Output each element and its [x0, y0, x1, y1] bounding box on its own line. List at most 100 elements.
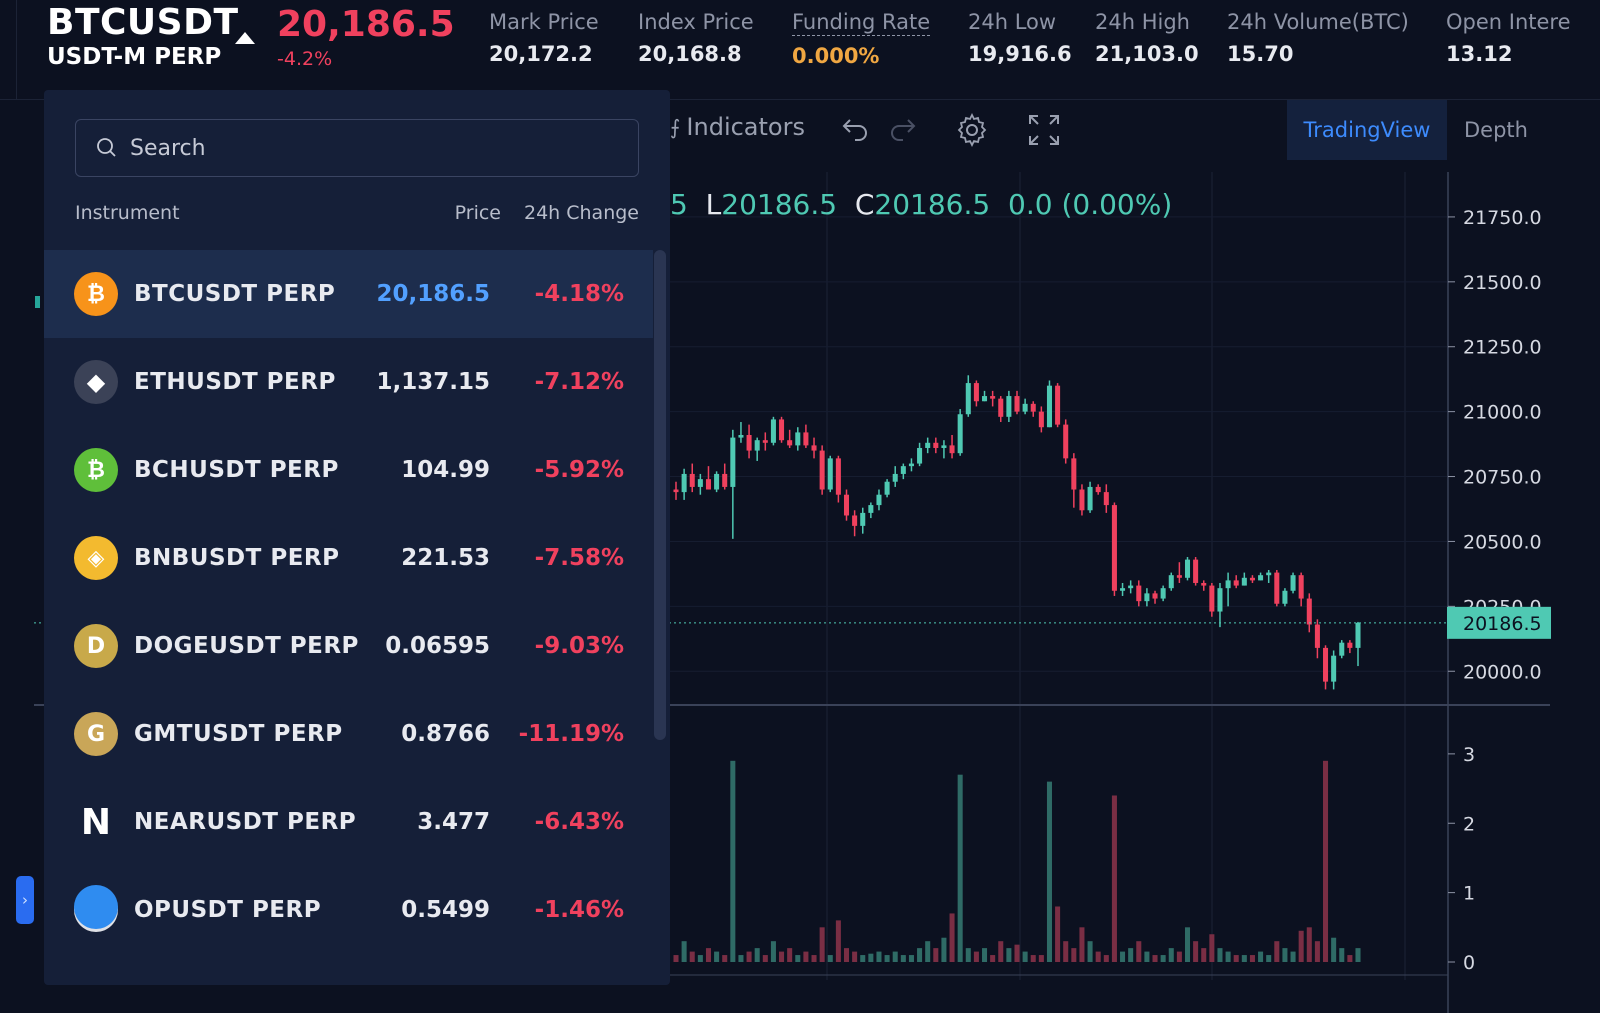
- volume-bar: [1136, 941, 1142, 962]
- instrument-change: -1.46%: [534, 897, 624, 923]
- stat-24h-high: 24h High 21,103.0: [1095, 10, 1199, 66]
- instrument-change: -6.43%: [534, 809, 624, 835]
- instrument-change: -4.18%: [534, 281, 624, 307]
- instrument-row[interactable]: N NEARUSDT PERP 3.477 -6.43%: [44, 778, 653, 866]
- instrument-change: -7.58%: [534, 545, 624, 571]
- volume-bar: [1314, 941, 1320, 962]
- chart-grid: [34, 172, 1550, 1013]
- expand-panel-button[interactable]: ›: [16, 876, 34, 924]
- volume-bar: [900, 955, 906, 962]
- tab-tradingview[interactable]: TradingView: [1287, 100, 1447, 160]
- tab-depth[interactable]: Depth: [1464, 118, 1528, 142]
- stat-label[interactable]: Funding Rate: [792, 10, 931, 36]
- instrument-name: OPUSDT PERP: [134, 897, 322, 923]
- col-price[interactable]: Price: [454, 202, 501, 224]
- stat-funding-rate[interactable]: Funding Rate 0.000%: [792, 10, 931, 68]
- volume-bar: [1233, 955, 1239, 962]
- volume-bar: [1006, 948, 1012, 962]
- volume-bar: [762, 955, 768, 962]
- instrument-row[interactable]: ₿ BCHUSDT PERP 104.99 -5.92%: [44, 426, 653, 514]
- ohlc-legend: 5 L20186.5 C20186.5 0.0 (0.00%): [670, 188, 1172, 221]
- stat-label: 24h Volume(BTC): [1227, 10, 1409, 34]
- ohlc-close-value: 20186.5: [874, 188, 991, 221]
- candle-body: [1160, 588, 1166, 599]
- stat-value: 19,916.6: [968, 42, 1072, 66]
- candle-body: [949, 445, 955, 454]
- candle-body: [730, 437, 736, 487]
- instrument-price: 221.53: [401, 545, 490, 571]
- ohlc-close-key: C: [854, 188, 875, 221]
- candle-body: [835, 458, 841, 495]
- settings-gear-icon[interactable]: [954, 112, 990, 148]
- stat-value: 20,168.8: [638, 42, 742, 66]
- candle-body: [1339, 642, 1345, 656]
- candle-body: [925, 442, 931, 448]
- ohlc-open-tail: 5: [670, 188, 688, 221]
- candle-body: [803, 432, 809, 446]
- scrollbar[interactable]: [654, 250, 666, 740]
- volume-bar: [827, 955, 833, 962]
- volume-bar: [1071, 948, 1077, 962]
- instrument-row[interactable]: ₿ BTCUSDT PERP 20,186.5 -4.18%: [44, 250, 653, 338]
- candle-body: [795, 432, 801, 446]
- instrument-change: -5.92%: [534, 457, 624, 483]
- col-24h-change[interactable]: 24h Change: [523, 202, 639, 224]
- stat-label: Open Intere: [1446, 10, 1571, 34]
- indicators-button[interactable]: ⨍ Indicators: [670, 113, 805, 141]
- candle-body: [1193, 559, 1199, 583]
- volume-bar: [982, 948, 988, 962]
- volume-bar: [1274, 941, 1280, 962]
- caret-up-icon[interactable]: [235, 32, 255, 44]
- search-input[interactable]: [130, 135, 610, 161]
- candle-body: [1144, 593, 1150, 602]
- volume-bar: [697, 955, 703, 962]
- candle-body: [1184, 559, 1191, 578]
- candle-body: [1258, 575, 1264, 581]
- list-header: Instrument Price 24h Change: [75, 202, 639, 232]
- col-instrument[interactable]: Instrument: [75, 202, 180, 224]
- candle-body: [868, 505, 874, 513]
- volume-bar: [819, 927, 825, 962]
- volume-bar: [933, 948, 939, 962]
- stat-index-price: Index Price 20,168.8: [638, 10, 754, 66]
- instrument-price: 1,137.15: [376, 369, 491, 395]
- search-field[interactable]: [75, 119, 639, 177]
- volume-bar: [908, 955, 914, 962]
- volume-bar: [1193, 941, 1199, 962]
- volume-tick-label: 2: [1463, 813, 1475, 835]
- candle-body: [1290, 575, 1296, 591]
- stat-label: 24h Low: [968, 10, 1057, 34]
- volume-bar: [835, 920, 841, 962]
- undo-icon[interactable]: [836, 112, 872, 148]
- stat-value: 21,103.0: [1095, 42, 1199, 66]
- instrument-row[interactable]: D DOGEUSDT PERP 0.06595 -9.03%: [44, 602, 653, 690]
- volume-bar: [949, 913, 955, 962]
- current-price-label: 20186.5: [1463, 613, 1542, 635]
- instrument-row[interactable]: G GMTUSDT PERP 0.8766 -11.19%: [44, 690, 653, 778]
- instrument-change: -11.19%: [518, 721, 624, 747]
- candle-body: [1095, 486, 1101, 493]
- instrument-row[interactable]: ◆ ETHUSDT PERP 1,137.15 -7.12%: [44, 338, 653, 426]
- candle-body: [1233, 580, 1239, 586]
- instrument-name: GMTUSDT PERP: [134, 721, 343, 747]
- candle-body: [1282, 590, 1288, 604]
- symbol-title[interactable]: BTCUSDT: [47, 2, 239, 43]
- volume-bar: [1184, 927, 1191, 962]
- partial-coin-icon: [74, 885, 118, 929]
- instrument-row[interactable]: ◈ BNBUSDT PERP 221.53 -7.58%: [44, 514, 653, 602]
- instrument-dropdown: Instrument Price 24h Change ₿ BTCUSDT PER…: [44, 90, 670, 985]
- fullscreen-icon[interactable]: [1026, 112, 1062, 148]
- redo-icon[interactable]: [886, 112, 922, 148]
- volume-bar: [673, 955, 679, 962]
- dogecoin-icon: D: [74, 624, 118, 668]
- candle-body: [827, 458, 833, 490]
- candle-body: [1217, 588, 1223, 612]
- symbol-subtitle[interactable]: USDT-M PERP: [47, 44, 222, 70]
- market-header: BTCUSDT USDT-M PERP 20,186.5 -4.2% Mark …: [0, 0, 1600, 100]
- instrument-list: ₿ BTCUSDT PERP 20,186.5 -4.18% ◆ ETHUSDT PERP…: [44, 250, 653, 954]
- candle-body: [941, 445, 947, 448]
- volume-bar: [1347, 955, 1353, 962]
- volume-bar: [957, 774, 963, 962]
